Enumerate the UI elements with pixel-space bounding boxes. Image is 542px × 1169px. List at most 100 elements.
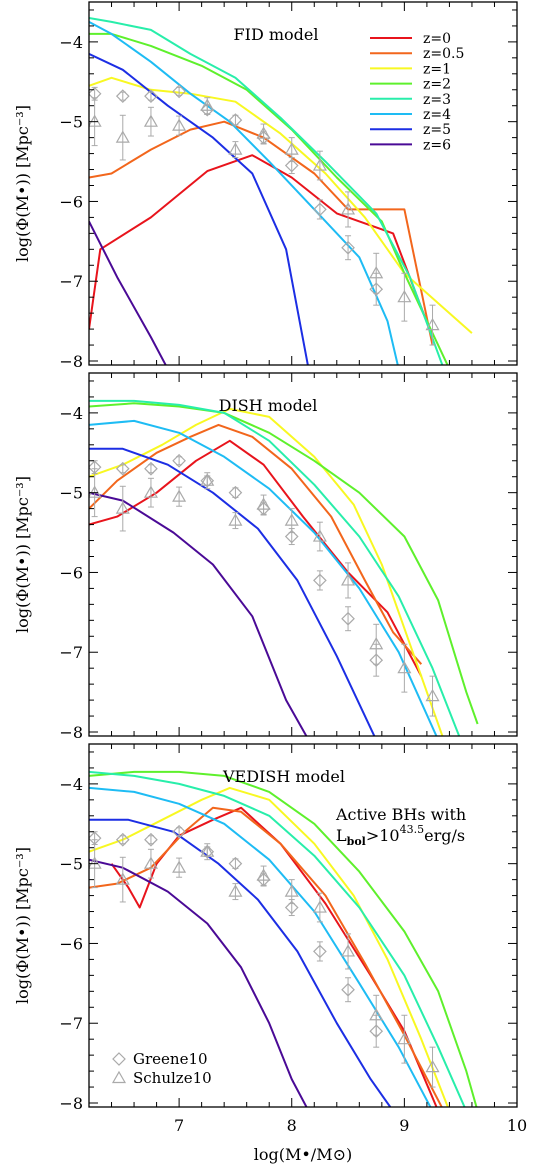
- schulze10-point: [284, 142, 299, 155]
- schulze10-point: [172, 118, 187, 131]
- schulze10-point: [369, 1008, 384, 1021]
- series-line-z-4: [89, 419, 438, 736]
- y-tick-label: −7: [59, 272, 83, 291]
- series-line-z-3: [89, 399, 461, 736]
- panel-1: −4 −5 −6 −7 −8 log(Φ(M•)) [Mpc⁻³] FID model z=0…: [13, 1, 518, 371]
- schulze10-point: [143, 485, 158, 498]
- legend-label: Greene10: [133, 1050, 208, 1068]
- series-line-z-0-5: [89, 120, 434, 346]
- legend-diamond-marker: [112, 1052, 126, 1066]
- legend-label: z=6: [423, 137, 451, 153]
- schulze10-point: [397, 1031, 412, 1045]
- schulze10-point: [256, 126, 271, 139]
- legend-label: z=5: [423, 122, 451, 138]
- y-tick-label: −6: [59, 563, 83, 582]
- panel-title: FID model: [234, 25, 319, 44]
- panel-3: −4 −5 −6 −7 −8 log(Φ(M•)) [Mpc⁻³] VEDISH model…: [13, 743, 527, 1164]
- legend-label: z=3: [423, 92, 451, 108]
- greene10-point: [228, 856, 243, 871]
- observations: [89, 453, 440, 717]
- greene10-point: [115, 89, 130, 103]
- schulze10-point: [312, 529, 327, 542]
- panel-title: VEDISH model: [222, 767, 345, 786]
- series-legend: z=0z=0.5z=1z=2z=3z=4z=5z=6: [370, 31, 464, 153]
- series-line-z-0: [89, 154, 434, 338]
- schulze10-point: [143, 856, 158, 869]
- schulze10-point: [425, 1059, 440, 1073]
- greene10-point: [144, 461, 158, 476]
- y-tick-label: −8: [59, 1094, 83, 1113]
- schulze10-point: [397, 660, 412, 674]
- legend-label: z=2: [423, 77, 451, 93]
- ticks: [88, 2, 518, 365]
- series-line-z-0: [89, 439, 423, 677]
- plot-frame: [88, 1, 518, 366]
- schulze10-point: [89, 856, 102, 869]
- schulze10-point: [341, 944, 356, 957]
- greene10-point: [313, 944, 327, 959]
- annotation-line1: Active BHs with: [335, 805, 466, 824]
- series-line-z-1: [89, 76, 473, 334]
- schulze10-point: [115, 872, 130, 885]
- legend-triangle-marker: [111, 1070, 127, 1084]
- y-axis-label: log(Φ(M•)) [Mpc⁻³]: [13, 105, 32, 262]
- schulze10-point: [200, 98, 215, 111]
- series-line-z-0-5: [89, 806, 443, 1107]
- schulze10-point: [89, 485, 102, 498]
- ticks: [88, 744, 518, 1107]
- series-lines: [89, 399, 479, 736]
- schulze10-point: [397, 289, 412, 303]
- y-axis-label: log(Φ(M•)) [Mpc⁻³]: [13, 476, 32, 633]
- greene10-point: [144, 832, 158, 847]
- y-tick-label: −4: [59, 33, 83, 52]
- greene10-point: [172, 84, 186, 99]
- schulze10-point: [228, 884, 243, 897]
- greene10-point: [172, 824, 186, 839]
- plot-frame: [88, 743, 518, 1108]
- x-tick-label: 10: [507, 1116, 527, 1135]
- schulze10-point: [172, 860, 187, 873]
- schulze10-point: [369, 637, 384, 650]
- greene10-point: [115, 832, 130, 847]
- schulze10-point: [284, 513, 299, 526]
- schulze10-point: [200, 844, 215, 857]
- legend-label: Schulze10: [133, 1069, 212, 1087]
- panel-2: −4 −5 −6 −7 −8 log(Φ(M•)) [Mpc⁻³] DISH model: [13, 372, 518, 742]
- series-line-z-3: [89, 770, 466, 1107]
- series-line-z-6: [89, 858, 308, 1107]
- greene10-point: [144, 89, 158, 103]
- schulze10-point: [89, 114, 102, 127]
- greene10-point: [341, 611, 355, 626]
- schulze10-point: [425, 317, 440, 331]
- schulze10-point: [228, 513, 243, 526]
- series-line-z-0-5: [89, 423, 423, 665]
- series-line-z-2: [89, 402, 479, 725]
- series-line-z-1: [89, 407, 444, 736]
- schulze10-point: [256, 497, 271, 510]
- schulze10-point: [115, 130, 130, 143]
- series-line-z-6: [89, 491, 308, 736]
- series-line-z-3: [89, 17, 444, 365]
- y-axis-label: log(Φ(M•)) [Mpc⁻³]: [13, 847, 32, 1004]
- greene10-point: [313, 202, 327, 217]
- annotation-unit: erg/s: [424, 826, 465, 845]
- annotation-exp: 43.5: [400, 823, 425, 836]
- schulze10-point: [312, 158, 327, 171]
- y-tick-label: −5: [59, 113, 83, 132]
- greene10-point: [115, 461, 130, 476]
- greene10-point: [228, 485, 243, 500]
- greene10-point: [284, 158, 299, 173]
- series-lines: [89, 17, 473, 365]
- annotation-l: L: [336, 826, 347, 845]
- series-line-z-4: [89, 21, 399, 365]
- legend-label: z=0.5: [423, 46, 464, 62]
- greene10-point: [284, 529, 299, 544]
- greene10-point: [172, 453, 186, 468]
- greene10-point: [228, 113, 243, 127]
- y-tick-label: −5: [59, 855, 83, 874]
- schulze10-point: [143, 114, 158, 127]
- annotation-bol: bol: [347, 835, 366, 848]
